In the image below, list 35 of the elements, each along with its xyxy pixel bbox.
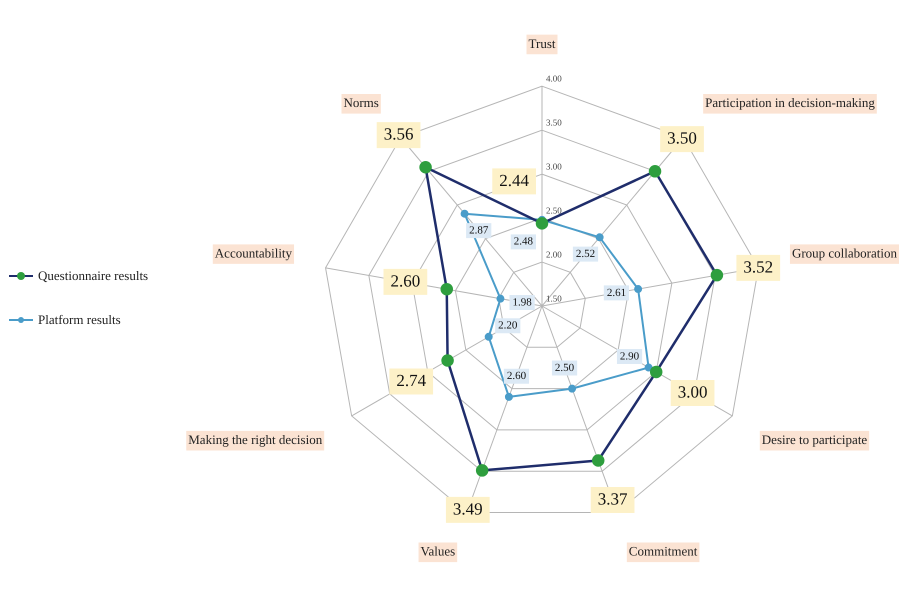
data-label: 1.98 bbox=[512, 296, 532, 308]
spoke-label: Desire to participate bbox=[762, 432, 868, 448]
data-label: 3.00 bbox=[678, 382, 708, 402]
spoke-label: Trust bbox=[528, 36, 556, 51]
data-label: 2.61 bbox=[606, 286, 626, 299]
data-label: 2.52 bbox=[576, 248, 596, 260]
legend-label: Platform results bbox=[38, 312, 121, 328]
spoke-label: Values bbox=[420, 544, 456, 559]
data-label: 3.56 bbox=[384, 124, 414, 144]
y-tick-label: 2.50 bbox=[546, 205, 562, 216]
data-label: 3.50 bbox=[667, 128, 697, 148]
spoke-label: Norms bbox=[343, 95, 379, 110]
data-label: 2.20 bbox=[498, 320, 518, 332]
data-label: 2.50 bbox=[554, 362, 575, 374]
data-label: 2.87 bbox=[469, 224, 489, 236]
data-label: 2.90 bbox=[620, 350, 640, 362]
y-tick-label: 3.50 bbox=[546, 118, 562, 128]
data-label: 2.60 bbox=[390, 271, 420, 290]
y-tick-label: 1.50 bbox=[546, 293, 562, 304]
data-label: 2.74 bbox=[396, 370, 427, 390]
y-tick-label: 4.00 bbox=[546, 74, 562, 84]
spoke-label: Accountability bbox=[214, 246, 293, 261]
data-label: 2.44 bbox=[499, 170, 530, 190]
data-label: 3.37 bbox=[598, 489, 628, 508]
data-label: 2.60 bbox=[506, 370, 527, 382]
legend-label: Questionnaire results bbox=[38, 268, 148, 284]
spoke-label: Making the right decision bbox=[188, 432, 323, 448]
data-label: 3.52 bbox=[743, 257, 774, 276]
data-label: 2.48 bbox=[514, 236, 534, 248]
spoke-label: Group collaboration bbox=[792, 246, 898, 261]
data-label: 3.49 bbox=[452, 499, 483, 518]
spoke-label: Participation in decision-making bbox=[705, 95, 876, 110]
spoke-label: Commitment bbox=[628, 544, 698, 559]
y-tick-label: 3.00 bbox=[546, 161, 562, 172]
y-tick-label: 2.00 bbox=[546, 249, 562, 260]
